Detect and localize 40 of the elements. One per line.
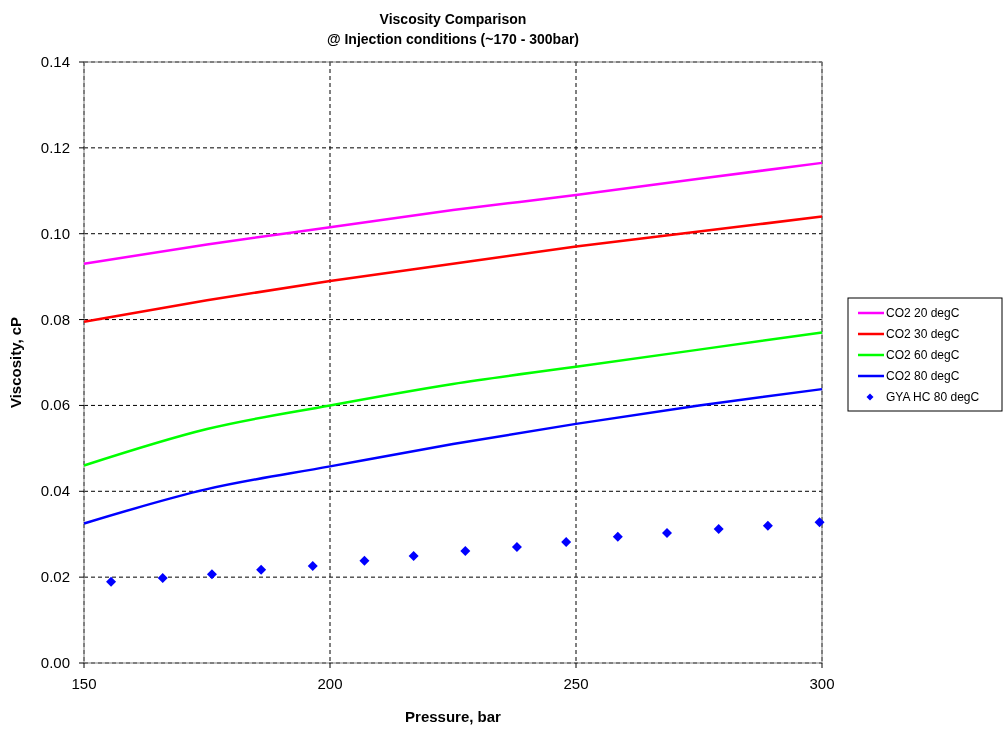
x-axis-title: Pressure, bar <box>405 708 502 725</box>
y-tick-label: 0.10 <box>40 224 70 242</box>
x-tick-label: 200 <box>317 675 343 692</box>
point <box>814 517 825 528</box>
y-axis-title: Viscosity, cP <box>7 316 24 409</box>
y-tick-label: 0.08 <box>40 310 70 328</box>
legend-label: GYA HC 80 degC <box>886 390 980 404</box>
y-tick-label: 0.04 <box>40 482 70 500</box>
y-tick-label: 0.00 <box>40 654 70 671</box>
y-tick-label: 0.14 <box>40 53 70 70</box>
point <box>256 564 267 575</box>
line-series <box>82 387 824 525</box>
point <box>307 560 318 571</box>
y-tick-label: 0.02 <box>40 568 70 586</box>
y-tick-label: 0.12 <box>40 138 70 156</box>
chart-title: Viscosity Comparison <box>379 11 527 27</box>
point <box>561 536 572 547</box>
legend-label: CO2 60 degC <box>886 348 960 362</box>
legend-label: CO2 30 degC <box>886 327 960 341</box>
point <box>762 520 773 531</box>
line-series <box>82 161 824 266</box>
point <box>157 573 168 583</box>
point <box>713 524 724 535</box>
point <box>408 551 419 562</box>
x-tick-label: 250 <box>563 675 589 692</box>
point <box>511 542 522 553</box>
x-tick-label: 300 <box>809 675 835 692</box>
point <box>106 576 117 587</box>
point <box>662 527 673 538</box>
point <box>460 545 471 556</box>
line-series <box>82 331 824 467</box>
legend-label: CO2 80 degC <box>886 369 960 383</box>
point <box>612 531 623 542</box>
legend-label: CO2 20 degC <box>886 306 960 320</box>
line-series <box>82 215 824 323</box>
point <box>359 555 370 566</box>
y-tick-label: 0.06 <box>40 396 70 414</box>
chart-subtitle: @ Injection conditions (~170 - 300bar) <box>326 31 580 47</box>
x-tick-label: 150 <box>71 675 97 692</box>
point <box>206 569 217 580</box>
